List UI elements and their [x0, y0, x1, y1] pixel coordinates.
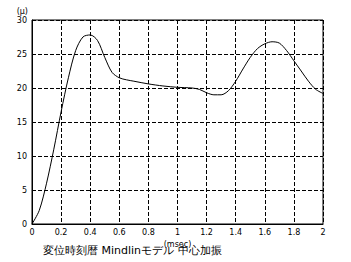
svg-text:25: 25	[17, 50, 27, 59]
svg-text:0.4: 0.4	[84, 228, 97, 237]
svg-text:1.8: 1.8	[288, 228, 301, 237]
svg-text:1.6: 1.6	[258, 228, 271, 237]
svg-text:5: 5	[22, 186, 27, 195]
svg-text:10: 10	[17, 152, 27, 161]
svg-text:0.2: 0.2	[55, 228, 68, 237]
svg-text:15: 15	[17, 118, 27, 127]
svg-text:0.6: 0.6	[113, 228, 126, 237]
svg-text:2: 2	[320, 228, 325, 237]
svg-text:30: 30	[17, 16, 27, 25]
svg-text:0: 0	[29, 228, 34, 237]
svg-text:1.2: 1.2	[200, 228, 213, 237]
svg-text:変位時刻暦 Mindlinモデル 中心加振: 変位時刻暦 Mindlinモデル 中心加振	[43, 244, 222, 257]
svg-text:(μ): (μ)	[17, 7, 28, 16]
svg-text:1: 1	[175, 228, 180, 237]
svg-text:0.8: 0.8	[142, 228, 155, 237]
svg-text:20: 20	[17, 84, 27, 93]
svg-text:1.4: 1.4	[229, 228, 242, 237]
svg-text:0: 0	[22, 220, 27, 229]
